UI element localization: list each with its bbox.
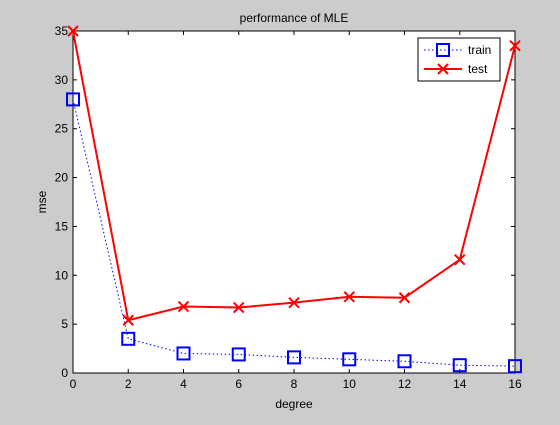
data-point-test xyxy=(288,296,300,309)
data-point-test xyxy=(398,292,411,304)
x-tick-label: 2 xyxy=(125,377,132,391)
x-tick-label: 16 xyxy=(508,377,522,391)
legend-label-train: train xyxy=(468,43,491,57)
data-point-test-stroke xyxy=(398,292,411,304)
x-tick-label: 6 xyxy=(235,377,242,391)
series-line-train xyxy=(72,99,516,367)
x-tick-label: 10 xyxy=(343,377,357,391)
data-point-train xyxy=(508,359,522,374)
data-point-test xyxy=(454,253,466,266)
x-axis-label: degree xyxy=(275,397,313,411)
data-point-train xyxy=(231,347,246,362)
data-point-train xyxy=(452,358,467,373)
data-point-train xyxy=(176,346,191,361)
data-point-train xyxy=(121,331,136,346)
y-tick-label: 10 xyxy=(55,268,69,282)
data-point-test xyxy=(233,301,245,314)
y-tick-label: 20 xyxy=(55,171,69,185)
y-tick-label: 30 xyxy=(55,73,69,87)
y-tick-label: 15 xyxy=(55,219,69,233)
data-point-test xyxy=(177,300,190,313)
data-point-test-stroke xyxy=(343,291,355,303)
x-tick-label: 14 xyxy=(453,377,467,391)
x-tick-label: 12 xyxy=(398,377,412,391)
data-point-train xyxy=(66,92,80,107)
y-tick-label: 25 xyxy=(55,122,69,136)
plot-area xyxy=(72,30,516,374)
legend-box xyxy=(417,37,501,82)
data-point-test xyxy=(122,314,134,326)
data-point-train xyxy=(342,352,357,367)
legend: train test xyxy=(417,37,501,82)
data-point-test-stroke xyxy=(67,25,79,37)
y-tick-label: 35 xyxy=(55,24,69,38)
legend-items: train test xyxy=(424,43,491,76)
y-tick-label: 0 xyxy=(61,366,68,380)
x-tick-label: 0 xyxy=(70,377,77,391)
y-tick-label: 5 xyxy=(61,317,68,331)
legend-marker-test-stroke xyxy=(437,63,449,75)
data-point-test-stroke xyxy=(122,314,134,326)
data-point-test-stroke xyxy=(509,39,521,52)
data-point-train xyxy=(287,350,301,365)
data-point-test xyxy=(509,39,521,52)
series-markers xyxy=(66,25,522,374)
chart-title: performance of MLE xyxy=(240,11,349,25)
x-tick-label: 4 xyxy=(180,377,187,391)
legend-marker-test xyxy=(437,63,449,75)
data-point-test-stroke xyxy=(233,301,245,314)
x-tick-label: 8 xyxy=(291,377,298,391)
legend-label-test: test xyxy=(468,62,488,76)
data-point-test xyxy=(67,25,79,37)
legend-marker-train xyxy=(436,43,450,57)
data-point-test-stroke xyxy=(454,253,466,266)
data-point-test-stroke xyxy=(288,296,300,309)
data-point-train xyxy=(397,354,412,369)
y-axis-label: mse xyxy=(35,190,49,213)
data-point-test xyxy=(343,291,355,303)
data-point-test-stroke xyxy=(177,300,190,313)
